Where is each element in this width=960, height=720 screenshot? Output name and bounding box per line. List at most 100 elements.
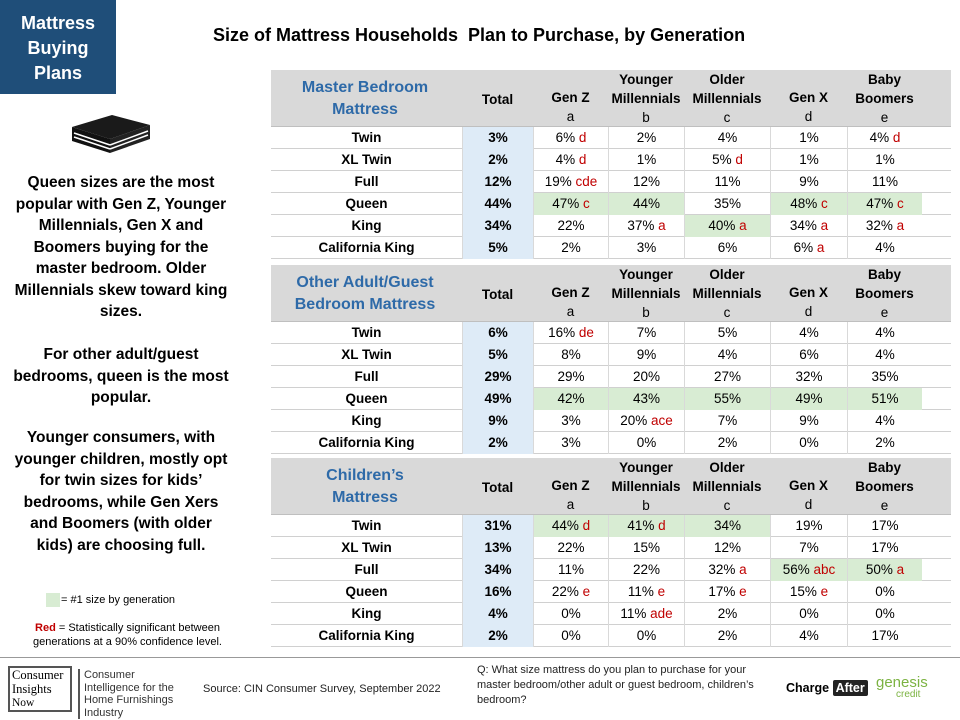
cell-omill: 4% — [684, 344, 770, 366]
cell-value: 1% — [636, 152, 657, 167]
cell-value: 15% — [632, 540, 661, 555]
footer-divider — [0, 657, 960, 658]
chargeafter-logo: Charge After — [786, 680, 868, 696]
chargeafter-after: After — [832, 680, 868, 696]
cell-value: 4% — [717, 347, 738, 362]
insight-queen: Queen sizes are the most popular with Ge… — [14, 174, 228, 320]
column-header-boom-line-2: Boomers — [855, 479, 914, 494]
cell-omill: 7% — [684, 410, 770, 432]
section-title: Children’s Mattress — [285, 465, 445, 509]
row-label: King — [351, 606, 382, 621]
column-header-genz-line-1: Gen Z — [551, 90, 590, 105]
cell-value: 1% — [799, 130, 819, 145]
significance-marker: d — [892, 130, 901, 145]
table-row: King 9% 3% 20% ace 7% 9% 4% — [271, 410, 951, 432]
cell-value: 2% — [488, 435, 508, 450]
section-title-line-2: Bedroom Mattress — [294, 296, 436, 313]
legend-red-word: Red — [35, 622, 56, 634]
column-header-genz: Gen Z a — [533, 476, 608, 514]
column-header-ymill-line-1: Younger — [619, 72, 673, 87]
genesis-credit-word: credit — [896, 689, 921, 700]
cell-ymill: 44% — [608, 193, 684, 215]
cell-boom: 17% — [847, 515, 922, 537]
column-header-boom-line-1: Baby — [867, 267, 901, 282]
column-header-total: Total — [481, 480, 514, 495]
row-label: King — [351, 218, 382, 233]
column-header-genz-line-2: a — [566, 109, 575, 124]
row-label: Full — [354, 369, 379, 384]
table-row: California King 2% 0% 0% 2% 4% 17% — [271, 625, 951, 647]
cell-value: 22% — [632, 562, 661, 577]
table-row: XL Twin 2% 4% d 1% 5% d 1% 1% — [271, 149, 951, 171]
table-row: Queen 44% 47% c 44% 35% 48% c 47% c — [271, 193, 951, 215]
cell-ymill: 43% — [608, 388, 684, 410]
cell-boom: 11% — [847, 171, 922, 193]
cell-value: 22% — [557, 540, 585, 555]
cell-value: 4% — [717, 130, 738, 145]
cell-total: 2% — [462, 149, 533, 171]
row-label: California King — [318, 435, 415, 450]
cell-ymill: 20% — [608, 366, 684, 388]
significance-marker: e — [657, 584, 666, 599]
cell-value: 4% — [555, 152, 576, 167]
cell-value: 20% — [620, 413, 648, 428]
significance-marker: a — [739, 218, 747, 233]
column-header-omill: Older Millennials c — [684, 70, 770, 127]
column-header-ymill: Younger Millennials b — [608, 265, 684, 322]
table-row: Queen 49% 42% 43% 55% 49% 51% — [271, 388, 951, 410]
table-row: California King 5% 2% 3% 6% 6% a 4% — [271, 237, 951, 259]
cell-boom: 4% — [847, 322, 922, 344]
cell-value: 49% — [795, 391, 823, 406]
column-header-boom-line-2: Boomers — [855, 91, 914, 106]
cell-ymill: 20% ace — [608, 410, 684, 432]
cell-value: 42% — [557, 391, 585, 406]
cell-value: 3% — [561, 413, 581, 428]
row-label: XL Twin — [341, 347, 392, 362]
cell-boom: 2% — [847, 432, 922, 454]
cell-boom: 32% a — [847, 215, 922, 237]
column-header-boom-line-3: e — [880, 110, 889, 125]
cell-value: 34% — [713, 518, 742, 533]
table-header: Children’s Mattress Total Gen Z a Younger Mill… — [271, 458, 951, 515]
cell-value: 44% — [632, 196, 661, 211]
column-header-boom-line-1: Baby — [867, 72, 901, 87]
table-row: King 4% 0% 11% ade 2% 0% 0% — [271, 603, 951, 625]
section-title-line-2: Mattress — [332, 101, 398, 118]
column-header-boom: Baby Boomers e — [847, 265, 922, 322]
survey-question: Q: What size mattress do you plan to pur… — [477, 664, 754, 706]
cell-boom: 47% c — [847, 193, 922, 215]
cell-value: 0% — [561, 606, 581, 621]
column-header-genx: Gen X d — [770, 88, 847, 126]
cell-value: 29% — [557, 369, 585, 384]
cell-ymill: 2% — [608, 127, 684, 149]
cell-value: 13% — [484, 540, 512, 555]
cell-genx: 6% a — [770, 237, 847, 259]
source-note: Source: CIN Consumer Survey, September 2… — [203, 683, 441, 695]
significance-marker: d — [578, 152, 587, 167]
cell-genx: 0% — [770, 603, 847, 625]
cell-genz: 19% cde — [533, 171, 608, 193]
cell-genx: 1% — [770, 127, 847, 149]
cell-value: 2% — [561, 240, 581, 255]
column-header-ymill: Younger Millennials b — [608, 458, 684, 515]
cell-value: 0% — [561, 628, 581, 643]
cin-logo-line-3: Now — [12, 697, 35, 709]
significance-marker: a — [820, 218, 829, 233]
cell-value: 0% — [636, 628, 657, 643]
cell-value: 0% — [636, 435, 657, 450]
cell-value: 6% — [799, 347, 819, 362]
column-header-omill-line-3: c — [723, 305, 731, 320]
cell-value: 0% — [875, 606, 895, 621]
cin-logo-line-2: Insights — [12, 682, 52, 696]
significance-marker: a — [658, 218, 666, 233]
cell-genx: 32% — [770, 366, 847, 388]
cell-genz: 16% de — [533, 322, 608, 344]
cell-genz: 3% — [533, 410, 608, 432]
cell-ymill: 22% — [608, 559, 684, 581]
column-header-ymill: Younger Millennials b — [608, 70, 684, 127]
cell-value: 19% — [544, 174, 572, 189]
cell-omill: 4% — [684, 127, 770, 149]
row-label: Twin — [351, 518, 382, 533]
cell-value: 7% — [717, 413, 738, 428]
table-row: Full 34% 11% 22% 32% a 56% abc 50% a — [271, 559, 951, 581]
